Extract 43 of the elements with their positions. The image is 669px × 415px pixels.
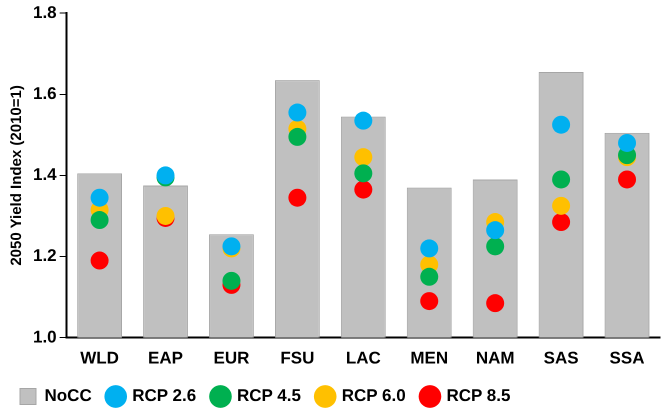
point [90,252,109,270]
y-tick-label: 1.8 [32,2,57,22]
point [222,272,240,290]
point [486,237,504,256]
x-tick-label: FSU [280,348,314,368]
legend-label: RCP 4.5 [236,386,301,406]
point [486,294,504,312]
point [486,221,504,240]
point [354,112,372,130]
legend-label: RCP 8.5 [446,386,510,406]
point [552,196,570,215]
y-tick-label: 1.2 [32,246,57,266]
point [420,292,438,310]
x-tick-label: EUR [214,348,250,368]
y-tick-label: 1.4 [32,165,58,184]
point [552,116,570,134]
point [420,268,438,286]
y-tick-label: 1.6 [32,84,57,103]
point [618,170,636,188]
point [354,164,372,182]
x-tick-label: LAC [346,348,381,368]
point [354,148,372,166]
point [288,128,306,146]
y-tick-label: 1.0 [32,327,57,346]
point [354,180,372,199]
point [90,211,109,230]
x-tick-label: EAP [148,348,184,368]
point [552,213,570,232]
point [552,170,570,188]
legend-label: RCP 6.0 [342,386,406,406]
x-tick-label: WLD [80,348,119,368]
legend-label: RCP 2.6 [132,386,196,406]
x-tick-label: MEN [410,348,448,368]
point [618,134,636,152]
point [90,188,109,207]
y-axis-title: 2050 Yield Index (2010=1) [8,85,26,266]
x-tick-label: SAS [544,348,579,368]
point [288,104,306,122]
point [420,239,438,258]
x-tick-label: SSA [610,348,645,368]
point [288,188,306,207]
x-tick-label: NAM [476,348,515,368]
legend-label: NoCC [44,386,92,406]
